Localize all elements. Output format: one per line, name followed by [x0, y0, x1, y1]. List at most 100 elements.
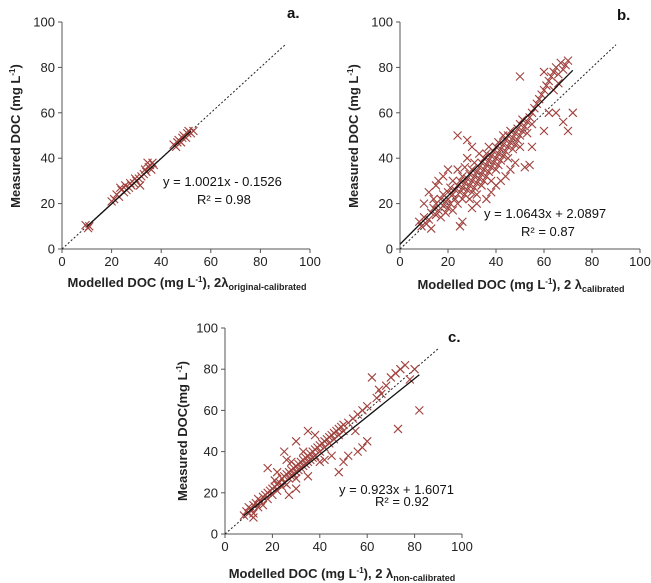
data-point-stroke [189, 126, 198, 136]
data-point [482, 194, 491, 204]
data-point [405, 375, 415, 384]
regression-equation: y = 1.0643x + 2.0897 [484, 206, 606, 221]
data-point-stroke [556, 58, 566, 68]
data-point-stroke [510, 140, 520, 149]
data-point [518, 126, 527, 136]
x-axis-label-main: Modelled DOC (mg L [417, 277, 545, 292]
data-point-stroke [534, 94, 544, 104]
data-point-stroke [458, 183, 467, 193]
data-point [482, 149, 491, 159]
data-point [551, 108, 561, 118]
data-point-stroke [508, 133, 518, 143]
data-series [239, 360, 424, 522]
data-point [253, 502, 263, 512]
x-tick-label: 40 [313, 539, 327, 554]
data-point-stroke [539, 126, 549, 136]
data-point-stroke [542, 81, 551, 90]
data-point [467, 176, 477, 186]
data-point-stroke [498, 151, 508, 161]
y-axis-label-end: ) [175, 361, 190, 365]
data-point [539, 126, 549, 136]
data-point [334, 467, 344, 477]
data-point [472, 190, 482, 199]
data-point-stroke [251, 498, 261, 508]
r-squared-label: R² = 0.92 [375, 494, 429, 509]
data-point [474, 174, 484, 184]
data-point-stroke [130, 174, 140, 184]
data-point [508, 133, 518, 143]
data-point [477, 181, 486, 190]
data-point-stroke [362, 436, 372, 446]
data-point [339, 457, 348, 467]
data-point-stroke [279, 447, 289, 456]
data-point-stroke [470, 171, 479, 181]
data-point-stroke [455, 176, 465, 186]
data-point [539, 67, 549, 77]
data-point [362, 436, 372, 446]
data-point [537, 90, 546, 100]
data-point [506, 126, 515, 136]
x-tick-label: 80 [407, 539, 421, 554]
data-point [489, 158, 498, 168]
data-point-stroke [353, 447, 363, 456]
data-point-stroke [462, 153, 472, 163]
data-point-stroke [377, 389, 386, 399]
data-point [315, 457, 325, 467]
data-point-stroke [284, 490, 294, 500]
data-point-stroke [434, 176, 443, 186]
y-axis-label-end: ) [8, 64, 23, 68]
data-point-stroke [405, 375, 415, 384]
data-point-stroke [484, 156, 494, 165]
data-point-stroke [544, 76, 554, 86]
data-point-stroke [482, 160, 491, 170]
data-point-stroke [249, 513, 258, 522]
data-point [498, 140, 508, 149]
data-point [443, 165, 453, 174]
data-point-stroke [315, 457, 325, 467]
data-point-stroke [282, 455, 292, 465]
r-squared-label: R² = 0.87 [521, 224, 575, 239]
y-tick-label: 60 [379, 105, 393, 120]
data-point-stroke [339, 420, 348, 430]
data-point [501, 147, 510, 156]
data-point-stroke [339, 457, 348, 467]
data-point-stroke [489, 147, 498, 156]
x-axis-label-mid: ), 2 λ [364, 566, 394, 581]
data-point-stroke [527, 119, 537, 129]
data-point [525, 160, 534, 170]
data-point [424, 187, 434, 197]
data-point [460, 178, 470, 188]
data-point [419, 212, 429, 222]
trendline [86, 130, 192, 228]
data-point [525, 112, 534, 122]
data-point [298, 447, 308, 456]
data-point-stroke [486, 151, 496, 161]
data-point-stroke [472, 190, 482, 199]
data-point-stroke [109, 194, 119, 204]
x-axis-label-mid: ), 2λ [202, 275, 229, 290]
data-point-stroke [339, 426, 348, 436]
data-point-stroke [422, 219, 431, 229]
data-point-stroke [515, 142, 525, 152]
data-point-stroke [474, 149, 484, 159]
data-point [182, 128, 192, 138]
data-point [496, 156, 506, 165]
data-point [286, 457, 296, 467]
data-point [455, 221, 465, 231]
y-tick-label: 20 [379, 196, 393, 211]
data-point-stroke [419, 212, 429, 222]
data-point [458, 194, 467, 204]
data-point-stroke [561, 60, 570, 70]
data-point-stroke [419, 199, 429, 208]
data-point-stroke [482, 194, 491, 204]
data-point-stroke [450, 185, 460, 195]
data-point [462, 153, 472, 163]
data-point [508, 144, 518, 154]
data-point [419, 199, 429, 208]
x-tick-label: 80 [253, 254, 267, 269]
data-point [277, 482, 287, 492]
data-point [291, 436, 301, 446]
y-tick-label: 40 [379, 151, 393, 166]
data-point [494, 149, 503, 159]
data-point-stroke [462, 135, 472, 145]
